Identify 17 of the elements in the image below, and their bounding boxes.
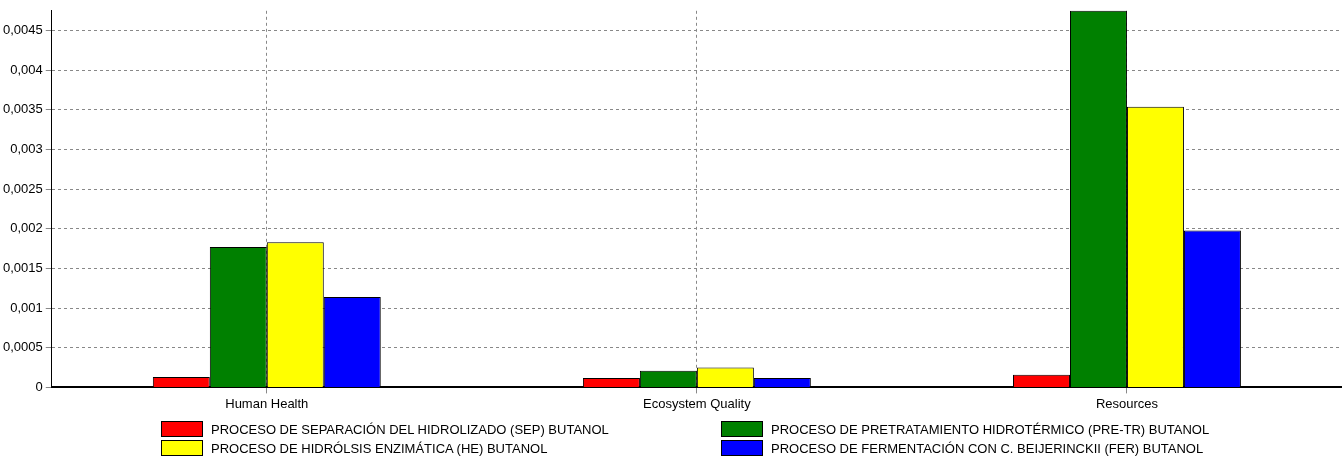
y-tick-label: 0,003: [10, 141, 43, 157]
legend-label: PROCESO DE HIDRÓLSIS ENZIMÁTICA (HE) BUTANOL: [211, 440, 548, 456]
x-tick-label: Ecosystem Quality: [643, 395, 752, 411]
y-tick-label: 0,004: [10, 61, 43, 77]
y-tick-label: 0,002: [10, 220, 43, 236]
legend-label: PROCESO DE SEPARACIÓN DEL HIDROLIZADO (SEP) BUTANOL: [211, 421, 609, 437]
y-tick-label: 0: [35, 378, 43, 394]
y-tick-label: 0,0005: [3, 339, 43, 355]
legend-label: PROCESO DE PRETRATAMIENTO HIDROTÉRMICO (PRE-TR) BUTANOL: [771, 421, 1210, 437]
legend-label: PROCESO DE FERMENTACIÓN CON C. BEIJERINCKII (FER) BUTANOL: [771, 440, 1204, 456]
x-tick-label: Human Health: [225, 395, 309, 411]
x-tick-label: Resources: [1095, 395, 1159, 411]
y-tick-label: 0,001: [10, 299, 43, 315]
y-tick-label: 0,0035: [3, 101, 43, 117]
y-tick-label: 0,0045: [3, 22, 43, 38]
y-tick-label: 0,0025: [3, 180, 43, 196]
y-tick-label: 0,0015: [3, 260, 43, 276]
